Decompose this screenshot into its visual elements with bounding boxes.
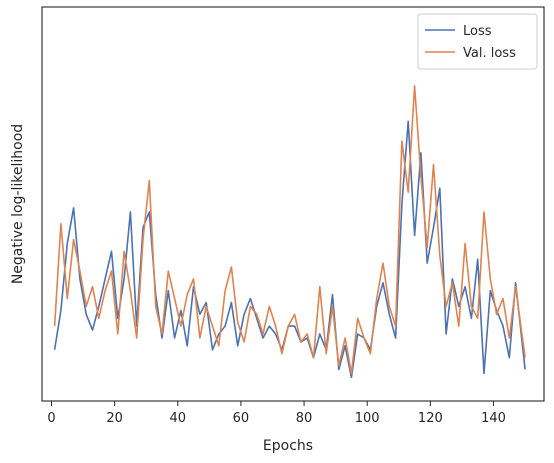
x-tick-label-20: 20	[106, 411, 123, 426]
x-tick-label-40: 40	[169, 411, 186, 426]
x-tick-label-0: 0	[47, 411, 55, 426]
series-line-val-loss	[53, 85, 526, 375]
x-axis-label: Epochs	[263, 438, 313, 454]
legend: Loss Val. loss	[417, 13, 538, 70]
legend-label-loss: Loss	[463, 24, 492, 39]
series-layer	[53, 85, 526, 379]
legend-box	[417, 13, 538, 70]
y-axis-label: Negative log-likelihood	[10, 124, 26, 284]
x-tick-label-140: 140	[481, 411, 506, 426]
x-tick-label-120: 120	[418, 411, 443, 426]
x-tick-label-80: 80	[296, 411, 313, 426]
x-tick-label-100: 100	[355, 411, 380, 426]
plot-area	[41, 6, 545, 402]
x-axis-ticks: 0 20 40 60 80 100 120 140	[47, 401, 506, 426]
x-tick-label-60: 60	[233, 411, 250, 426]
legend-label-val-loss: Val. loss	[463, 46, 516, 61]
